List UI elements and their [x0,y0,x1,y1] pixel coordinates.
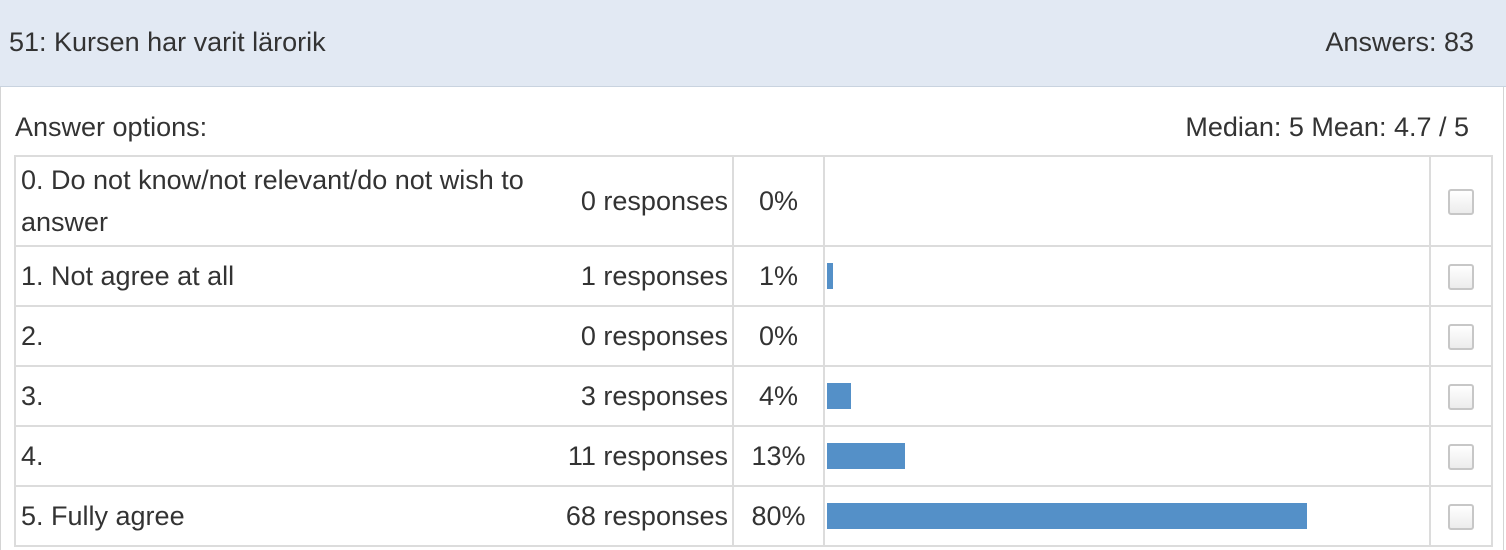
row-checkbox[interactable] [1448,384,1474,411]
checkbox-cell [1429,155,1493,247]
checkbox-cell [1429,425,1493,487]
table-row: 4. 11 responses 13% [14,425,1493,487]
option-label: 3. [14,365,553,427]
bar-cell [823,245,1431,307]
response-count: 0 responses [553,305,734,367]
checkbox-cell [1429,485,1493,547]
option-label: 5. Fully agree [14,485,553,547]
answers-table: 0. Do not know/not relevant/do not wish … [14,155,1493,547]
option-label: 4. [14,425,553,487]
response-bar [827,383,851,409]
table-row: 2. 0 responses 0% [14,305,1493,367]
response-bar [827,443,905,469]
bar-cell [823,305,1431,367]
option-label: 0. Do not know/not relevant/do not wish … [14,155,553,247]
response-count: 11 responses [553,425,734,487]
row-checkbox[interactable] [1448,444,1474,471]
response-count: 68 responses [553,485,734,547]
response-bar [827,263,833,289]
response-count: 1 responses [553,245,734,307]
response-percent: 13% [732,425,825,487]
response-percent: 4% [732,365,825,427]
question-title: 51: Kursen har varit lärorik [9,27,326,57]
bar-cell [823,365,1431,427]
option-label: 2. [14,305,553,367]
answers-count: Answers: 83 [1325,27,1474,57]
bar-cell [823,485,1431,547]
row-checkbox[interactable] [1448,189,1474,216]
bar-cell [823,155,1431,247]
checkbox-cell [1429,305,1493,367]
question-header: 51: Kursen har varit lärorik Answers: 83 [0,0,1506,87]
table-row: 3. 3 responses 4% [14,365,1493,427]
table-row: 1. Not agree at all 1 responses 1% [14,245,1493,307]
checkbox-cell [1429,245,1493,307]
median-mean-stats: Median: 5 Mean: 4.7 / 5 [1185,112,1469,142]
row-checkbox[interactable] [1448,324,1474,351]
response-percent: 0% [732,305,825,367]
checkbox-cell [1429,365,1493,427]
row-checkbox[interactable] [1448,504,1474,531]
table-row: 5. Fully agree 68 responses 80% [14,485,1493,547]
response-count: 3 responses [553,365,734,427]
response-percent: 80% [732,485,825,547]
table-row: 0. Do not know/not relevant/do not wish … [14,155,1493,247]
answer-panel [0,87,1504,550]
response-percent: 1% [732,245,825,307]
option-label: 1. Not agree at all [14,245,553,307]
response-percent: 0% [732,155,825,247]
response-bar [827,503,1307,529]
answer-options-label: Answer options: [15,112,208,142]
row-checkbox[interactable] [1448,264,1474,291]
response-count: 0 responses [553,155,734,247]
bar-cell [823,425,1431,487]
